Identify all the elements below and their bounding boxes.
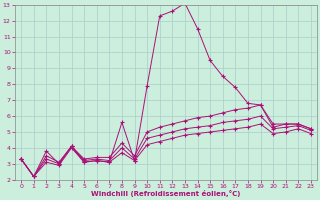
X-axis label: Windchill (Refroidissement éolien,°C): Windchill (Refroidissement éolien,°C)	[91, 190, 241, 197]
